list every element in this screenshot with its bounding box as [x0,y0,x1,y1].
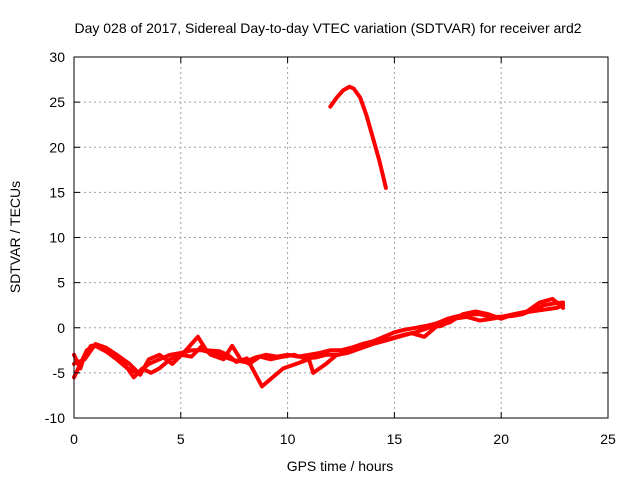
x-tick-label: 5 [177,431,185,447]
x-tick-label: 10 [280,431,296,447]
y-tick-label: 15 [49,184,65,200]
series-layer [72,84,566,389]
y-axis-label: SDTVAR / TECUs [7,181,23,293]
x-tick-label: 15 [387,431,403,447]
y-tick-label: 0 [57,320,65,336]
y-tick-label: -10 [45,410,65,426]
x-tick-label: 25 [600,431,616,447]
x-tick-labels: 0 5 10 15 20 25 [70,431,616,447]
y-tick-label: 25 [49,94,65,110]
y-tick-labels: -10 -5 0 5 10 15 20 25 30 [45,49,65,426]
tick-layer [73,56,609,419]
x-tick-label: 0 [70,431,78,447]
series-line [72,296,566,389]
series-line [328,84,388,190]
chart-title: Day 028 of 2017, Sidereal Day-to-day VTE… [74,20,581,36]
grid-layer [74,57,608,418]
y-tick-label: -5 [53,365,66,381]
y-tick-label: 5 [57,275,65,291]
x-axis-label: GPS time / hours [287,458,394,474]
x-tick-label: 20 [493,431,509,447]
y-tick-label: 20 [49,139,65,155]
y-tick-label: 30 [49,49,65,65]
y-tick-label: 10 [49,230,65,246]
